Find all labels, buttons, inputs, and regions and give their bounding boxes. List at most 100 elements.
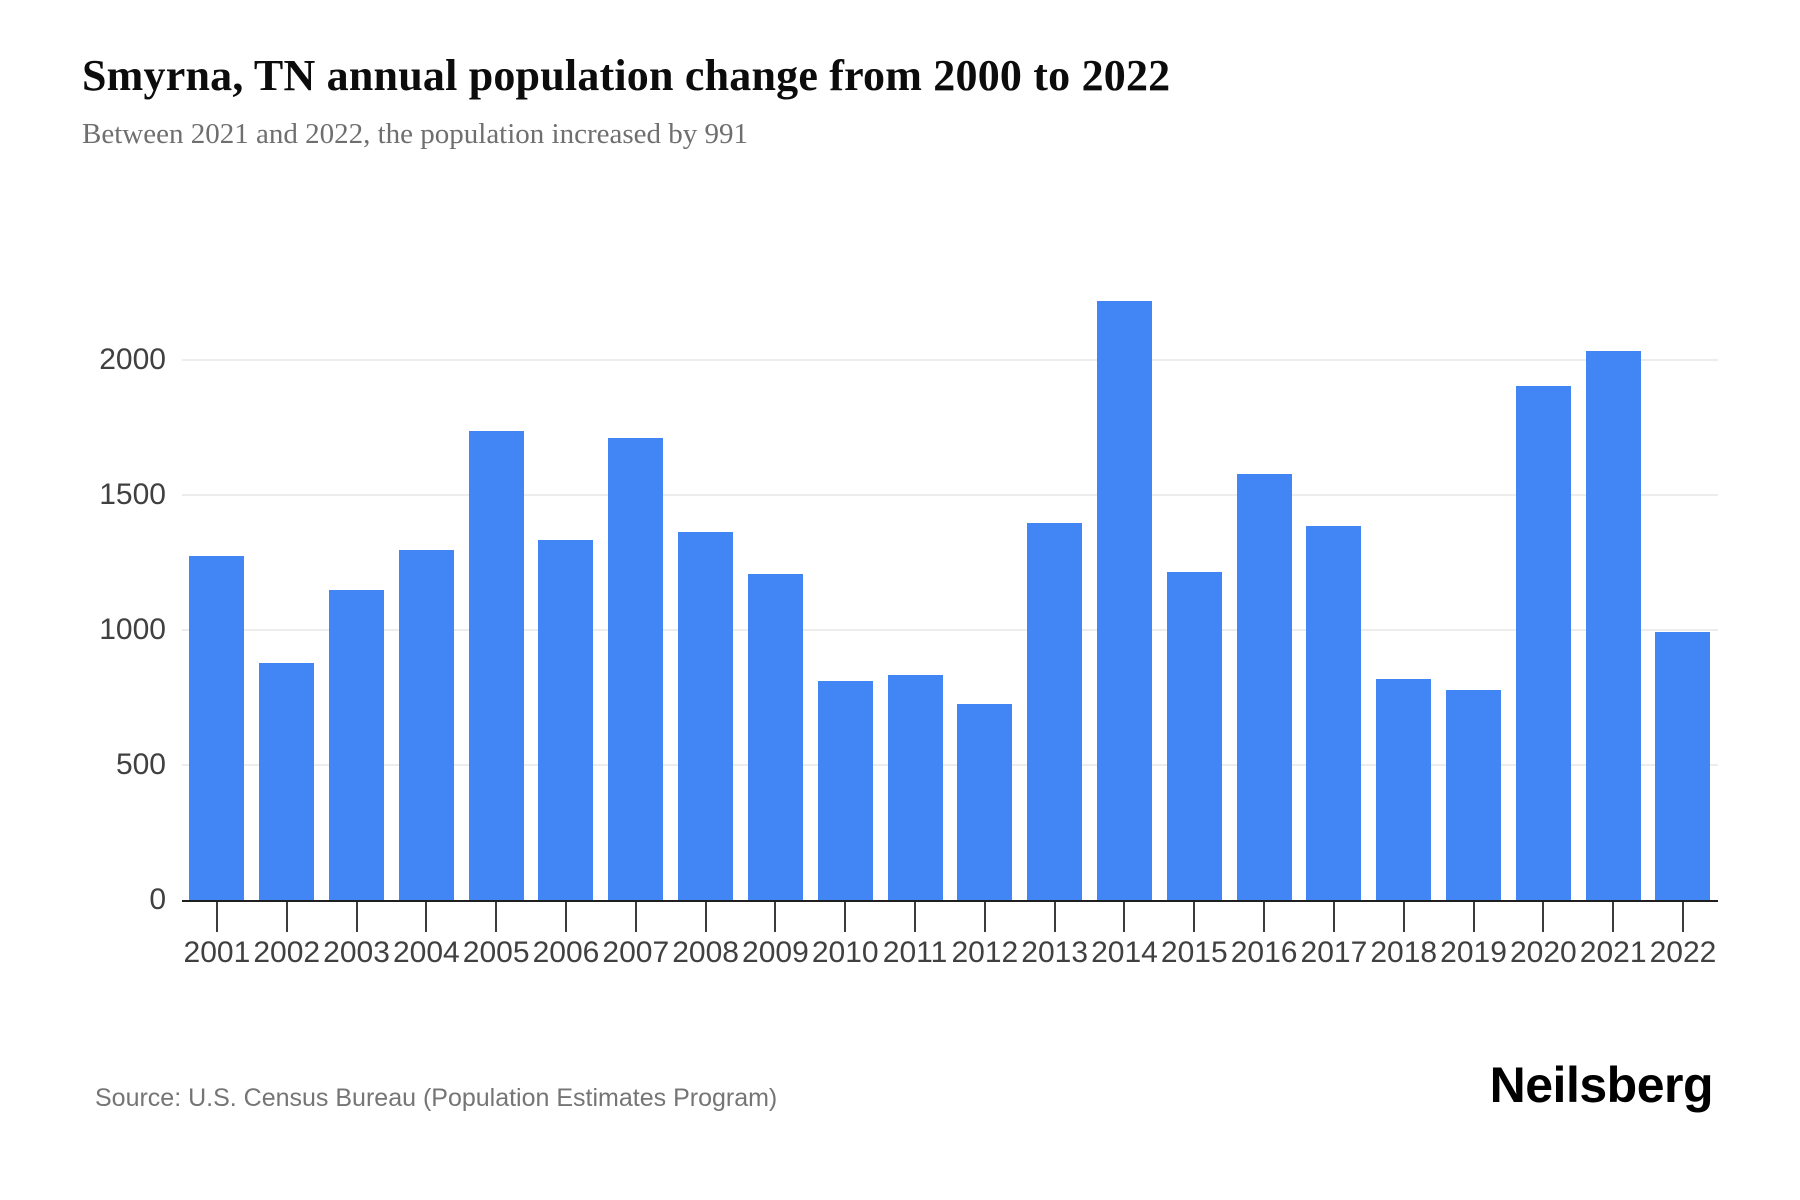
x-slot-2016: 2016: [1229, 902, 1299, 969]
x-axis-label-2002: 2002: [253, 936, 321, 969]
x-slot-2021: 2021: [1578, 902, 1648, 969]
bar-2016[interactable]: [1236, 473, 1292, 900]
x-axis-label-2013: 2013: [1021, 936, 1089, 969]
x-axis-label-2011: 2011: [882, 936, 948, 969]
x-slot-2018: 2018: [1369, 902, 1439, 969]
x-slot-2005: 2005: [461, 902, 531, 969]
x-slot-2015: 2015: [1159, 902, 1229, 969]
y-axis-label-500: 500: [115, 748, 166, 781]
bar-slot-2011: [880, 250, 950, 900]
y-axis-label-1000: 1000: [99, 613, 166, 646]
x-slot-2013: 2013: [1020, 902, 1090, 969]
page-title: Smyrna, TN annual population change from…: [82, 51, 1171, 100]
bar-2017[interactable]: [1306, 526, 1362, 900]
bar-2019[interactable]: [1446, 690, 1502, 900]
x-tick-2006: [564, 902, 567, 932]
x-tick-2012: [983, 902, 986, 932]
bar-2012[interactable]: [957, 704, 1013, 900]
bar-2014[interactable]: [1096, 301, 1152, 900]
x-axis-label-2012: 2012: [951, 936, 1019, 969]
x-axis-label-2016: 2016: [1230, 936, 1298, 969]
bar-2015[interactable]: [1166, 571, 1222, 900]
bar-2007[interactable]: [608, 437, 664, 900]
plot-area: [182, 250, 1718, 902]
x-slot-2019: 2019: [1439, 902, 1509, 969]
y-axis-label-1500: 1500: [99, 478, 166, 511]
bar-slot-2013: [1020, 250, 1090, 900]
bar-slot-2003: [322, 250, 392, 900]
x-tick-2018: [1402, 902, 1405, 932]
x-slot-2022: 2022: [1648, 902, 1718, 969]
bar-2003[interactable]: [329, 589, 385, 900]
x-tick-2017: [1332, 902, 1335, 932]
x-slot-2004: 2004: [391, 902, 461, 969]
bar-2008[interactable]: [678, 532, 734, 900]
page-subtitle: Between 2021 and 2022, the population in…: [82, 118, 749, 150]
x-slot-2014: 2014: [1090, 902, 1160, 969]
x-tick-2008: [704, 902, 707, 932]
x-axis-label-2015: 2015: [1160, 936, 1228, 969]
x-axis-label-2020: 2020: [1509, 936, 1577, 969]
bar-2002[interactable]: [259, 662, 315, 900]
source-note: Source: U.S. Census Bureau (Population E…: [95, 1084, 778, 1112]
x-slot-2007: 2007: [601, 902, 671, 969]
x-axis-label-2018: 2018: [1370, 936, 1438, 969]
x-tick-2014: [1123, 902, 1126, 932]
x-slot-2010: 2010: [810, 902, 880, 969]
x-slot-2003: 2003: [322, 902, 392, 969]
x-axis-label-2017: 2017: [1300, 936, 1368, 969]
bar-2009[interactable]: [747, 574, 803, 900]
x-slot-2008: 2008: [671, 902, 741, 969]
x-tick-2001: [215, 902, 218, 932]
y-axis-labels: 0 500 1000 1500 2000: [0, 0, 166, 1200]
bar-slot-2015: [1159, 250, 1229, 900]
x-axis-label-2003: 2003: [323, 936, 390, 969]
x-axis-label-2006: 2006: [532, 936, 600, 969]
bar-2011[interactable]: [887, 675, 943, 900]
bar-2021[interactable]: [1585, 351, 1641, 900]
bar-slot-2006: [531, 250, 601, 900]
x-tick-2019: [1472, 902, 1475, 932]
bar-2010[interactable]: [817, 681, 873, 900]
bar-2005[interactable]: [468, 430, 524, 900]
gridline-500: [182, 764, 1718, 766]
bar-slot-2016: [1229, 250, 1299, 900]
x-tick-2002: [285, 902, 288, 932]
x-tick-2020: [1542, 902, 1545, 932]
x-axis-label-2021: 2021: [1579, 936, 1647, 969]
bar-2001[interactable]: [189, 555, 245, 900]
x-axis-label-2009: 2009: [742, 936, 809, 969]
y-axis-label-2000: 2000: [99, 343, 166, 376]
x-axis-label-2022: 2022: [1649, 936, 1717, 969]
bar-slot-2010: [810, 250, 880, 900]
x-tick-2016: [1263, 902, 1266, 932]
bar-slot-2022: [1648, 250, 1718, 900]
bar-2020[interactable]: [1515, 385, 1571, 900]
x-slot-2002: 2002: [252, 902, 322, 969]
bar-slot-2005: [461, 250, 531, 900]
brand-logo[interactable]: Neilsberg: [1489, 1057, 1714, 1113]
gridline-1000: [182, 629, 1718, 631]
bar-2018[interactable]: [1376, 678, 1432, 900]
x-tick-2015: [1193, 902, 1196, 932]
gridline-2000: [182, 359, 1718, 361]
bar-slot-2019: [1439, 250, 1509, 900]
x-axis-label-2007: 2007: [602, 936, 670, 969]
bar-2004[interactable]: [398, 550, 454, 900]
bar-2022[interactable]: [1655, 632, 1711, 900]
x-axis-label-2019: 2019: [1440, 936, 1507, 969]
bar-slot-2002: [252, 250, 322, 900]
x-slot-2017: 2017: [1299, 902, 1369, 969]
bar-series: [182, 250, 1718, 900]
bar-slot-2009: [741, 250, 811, 900]
x-axis-label-2008: 2008: [672, 936, 739, 969]
x-tick-2004: [425, 902, 428, 932]
x-axis-label-2014: 2014: [1091, 936, 1158, 969]
bar-slot-2001: [182, 250, 252, 900]
bar-2006[interactable]: [538, 540, 594, 900]
x-slot-2020: 2020: [1508, 902, 1578, 969]
x-tick-2010: [844, 902, 847, 932]
bar-2013[interactable]: [1027, 523, 1083, 900]
x-axis-label-2001: 2001: [183, 936, 251, 969]
